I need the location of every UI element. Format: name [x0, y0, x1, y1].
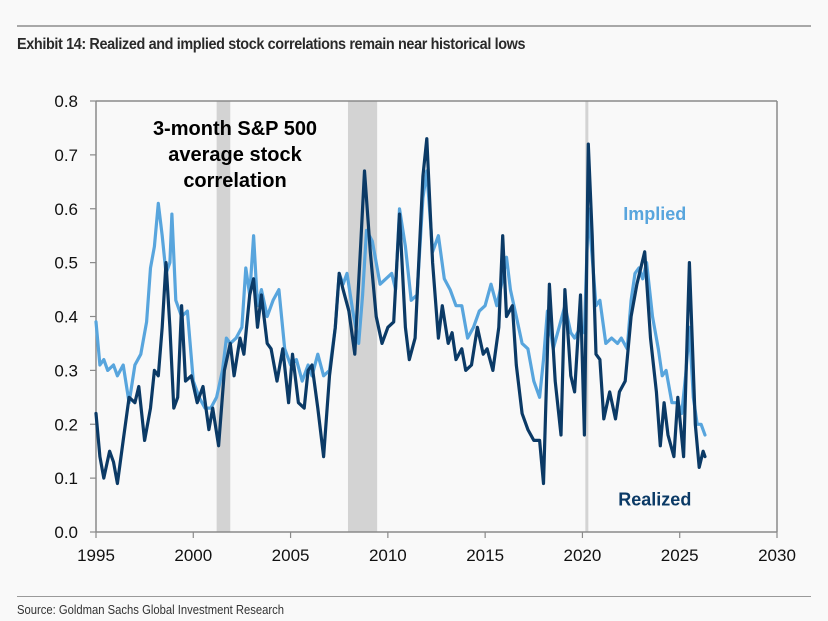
exhibit-title: Exhibit 14: Realized and implied stock c…	[17, 36, 526, 53]
x-tick-label: 2025	[661, 546, 699, 565]
top-rule	[17, 25, 811, 27]
x-tick-label: 2005	[272, 546, 310, 565]
y-tick-label: 0.7	[54, 146, 78, 165]
x-tick-label: 2010	[369, 546, 407, 565]
axes: 0.0 0.1 0.2 0.3 0.4 0.5 0.6 0.7 0.8 1995 2000 2005 2…	[54, 92, 796, 565]
x-tick-label: 2015	[466, 546, 504, 565]
source-note: Source: Goldman Sachs Global Investment …	[17, 603, 285, 617]
series-line-implied	[94, 169, 707, 437]
y-tick-label: 0.3	[54, 361, 78, 380]
series-line-realized	[94, 137, 707, 486]
y-tick-label: 0.1	[54, 469, 78, 488]
x-tick-label: 2020	[564, 546, 602, 565]
y-tick-label: 0.6	[54, 200, 78, 219]
y-tick-label: 0.0	[54, 523, 78, 542]
y-tick-label: 0.8	[54, 92, 78, 111]
annotation-line-3: correlation	[183, 170, 286, 192]
chart-annotations: 3-month S&P 500 average stock correlatio…	[153, 118, 691, 510]
annotation-line-1: 3-month S&P 500	[153, 118, 317, 140]
y-tick-label: 0.5	[54, 254, 78, 273]
annotation-line-2: average stock	[168, 144, 302, 166]
series-label-realized: Realized	[618, 490, 691, 510]
x-tick-label: 2000	[174, 546, 212, 565]
y-tick-label: 0.2	[54, 415, 78, 434]
series-label-implied: Implied	[623, 204, 686, 224]
x-tick-label: 1995	[77, 546, 115, 565]
x-tick-label: 2030	[758, 546, 796, 565]
series-lines	[94, 137, 707, 486]
y-tick-label: 0.4	[54, 308, 78, 327]
bottom-rule	[17, 596, 811, 597]
